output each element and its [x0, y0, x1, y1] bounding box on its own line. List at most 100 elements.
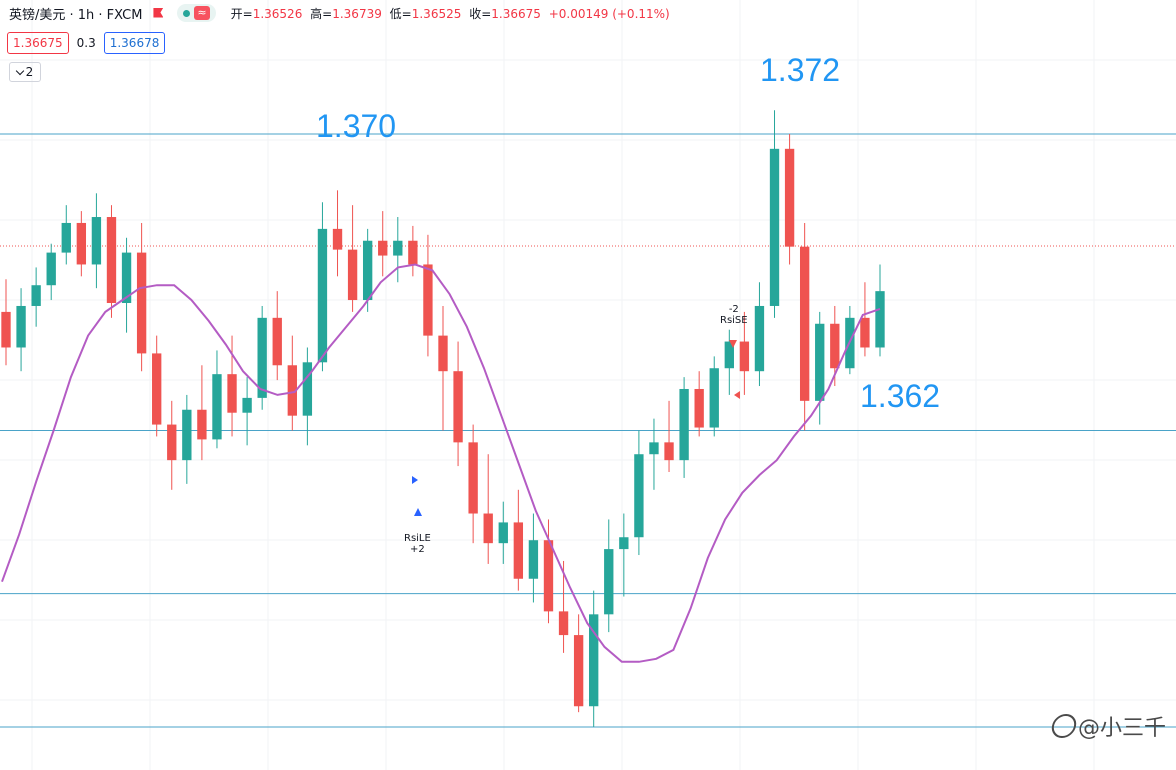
- candle-body[interactable]: [709, 368, 719, 428]
- sell-price-button[interactable]: 1.36675: [7, 32, 69, 54]
- candle-body[interactable]: [378, 240, 388, 256]
- candle-body[interactable]: [197, 409, 207, 440]
- candle-body[interactable]: [287, 365, 297, 416]
- candle-body[interactable]: [438, 335, 448, 372]
- long-entry-arrow[interactable]: [414, 508, 422, 516]
- candle-body[interactable]: [483, 513, 493, 544]
- indicator-count: 2: [25, 65, 34, 79]
- candle-body[interactable]: [604, 549, 614, 615]
- low-value: 1.36525: [411, 6, 462, 21]
- candle-body[interactable]: [182, 409, 192, 461]
- candle-body[interactable]: [830, 323, 840, 369]
- candle-body[interactable]: [31, 285, 41, 306]
- symbol-title[interactable]: 英镑/美元 · 1h · FXCM: [9, 7, 143, 23]
- candle-body[interactable]: [393, 240, 403, 256]
- market-status-pill[interactable]: ≈: [177, 4, 216, 22]
- close-value: 1.36675: [491, 6, 541, 21]
- high-label: 高=: [310, 6, 333, 21]
- candle-body[interactable]: [543, 540, 554, 612]
- short-signal-name: RsiSE: [720, 315, 748, 326]
- candle-body[interactable]: [860, 317, 870, 348]
- short-entry-arrow[interactable]: [729, 340, 737, 348]
- candle-body[interactable]: [513, 522, 524, 579]
- candle-body[interactable]: [332, 228, 343, 250]
- level-lines: [0, 133, 1176, 728]
- candle-body[interactable]: [498, 522, 508, 544]
- candle-body[interactable]: [619, 537, 629, 550]
- candle-body[interactable]: [167, 424, 177, 461]
- candle-body[interactable]: [347, 249, 358, 301]
- long-entry-flag[interactable]: [412, 476, 418, 484]
- candle-body[interactable]: [1, 311, 11, 348]
- ohlc-values: 开=1.36526 高=1.36739 低=1.36525 收=1.36675 …: [231, 5, 674, 22]
- wave-icon: ≈: [194, 6, 210, 20]
- short-entry-flag[interactable]: [734, 391, 740, 399]
- candle-body[interactable]: [754, 305, 765, 372]
- candle-body[interactable]: [106, 217, 117, 304]
- close-label: 收=: [469, 6, 492, 21]
- candle-body[interactable]: [453, 371, 463, 443]
- quote-row: 1.36675 0.3 1.36678: [7, 32, 166, 54]
- candle-body[interactable]: [423, 264, 433, 336]
- candle-body[interactable]: [317, 228, 328, 363]
- low-label: 低=: [389, 6, 412, 21]
- candle-body[interactable]: [799, 246, 810, 401]
- chevron-down-icon: [15, 66, 24, 75]
- candle-body[interactable]: [528, 540, 539, 579]
- watermark-text: @小三千: [1077, 716, 1166, 741]
- candle-body[interactable]: [573, 635, 584, 707]
- candle-body[interactable]: [468, 442, 478, 514]
- candle-body[interactable]: [784, 148, 795, 247]
- candle-body[interactable]: [408, 240, 418, 265]
- author-logo-icon: [1049, 714, 1079, 738]
- long-signal-name: RsiLE: [404, 533, 431, 544]
- candle-body[interactable]: [589, 614, 599, 707]
- candle-body[interactable]: [61, 222, 71, 253]
- candle-body[interactable]: [815, 323, 825, 401]
- long-signal-qty: +2: [410, 544, 425, 555]
- market-open-icon: [183, 9, 191, 17]
- legend-header: 英镑/美元 · 1h · FXCM ≈ 开=1.36526 高=1.36739 …: [0, 0, 674, 26]
- candle-body[interactable]: [272, 317, 282, 366]
- candle-body[interactable]: [302, 362, 313, 416]
- candlestick-series: [1, 110, 885, 727]
- candle-body[interactable]: [875, 291, 885, 348]
- open-value: 1.36526: [252, 6, 303, 21]
- candle-body[interactable]: [664, 442, 674, 461]
- candle-body[interactable]: [694, 388, 704, 428]
- short-signal-qty: -2: [728, 304, 739, 315]
- candle-body[interactable]: [769, 148, 780, 306]
- short-signal-label: -2 RsiSE: [720, 304, 748, 326]
- candle-body[interactable]: [136, 252, 147, 354]
- spread-value: 0.3: [76, 36, 96, 50]
- change-value: +0.00149 (+0.11%): [548, 6, 670, 21]
- watermark: @小三千: [1049, 710, 1166, 742]
- candle-body[interactable]: [724, 341, 734, 369]
- candle-body[interactable]: [679, 388, 689, 461]
- flag-icon[interactable]: [152, 8, 163, 19]
- candle-body[interactable]: [152, 353, 162, 425]
- long-signal-label: RsiLE +2: [404, 533, 431, 555]
- moving-average-line: [1, 263, 881, 663]
- candle-body[interactable]: [212, 374, 222, 440]
- level-label-1370: 1.370: [316, 108, 397, 144]
- candle-body[interactable]: [16, 305, 26, 348]
- indicators-toggle-button[interactable]: 2: [9, 62, 41, 82]
- level-label-1372: 1.372: [760, 52, 841, 88]
- high-value: 1.36739: [332, 6, 382, 21]
- candle-body[interactable]: [649, 442, 659, 455]
- candle-body[interactable]: [227, 374, 237, 413]
- candle-body[interactable]: [362, 240, 373, 301]
- candle-body[interactable]: [257, 317, 267, 398]
- candle-body[interactable]: [46, 252, 56, 286]
- buy-price-button[interactable]: 1.36678: [103, 32, 166, 54]
- level-label-1362: 1.362: [860, 378, 941, 414]
- candle-body[interactable]: [739, 341, 750, 372]
- candle-body[interactable]: [76, 222, 87, 265]
- candle-body[interactable]: [91, 217, 102, 265]
- candle-body[interactable]: [242, 397, 252, 413]
- candle-body[interactable]: [558, 611, 569, 636]
- candle-body[interactable]: [121, 252, 132, 304]
- candle-body[interactable]: [634, 454, 644, 538]
